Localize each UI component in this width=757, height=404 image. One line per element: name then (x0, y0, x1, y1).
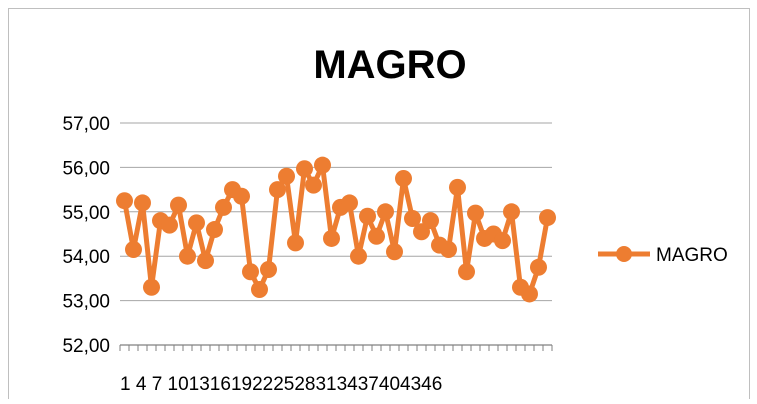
data-point (305, 176, 322, 194)
data-point (161, 216, 178, 234)
data-point (503, 203, 520, 221)
y-axis-ticks: 52,00 53,00 54,00 55,00 56,00 57,00 (62, 114, 110, 357)
x-tick-labels: 1 4 7 10131619222528313437404346 (120, 374, 442, 395)
data-point (494, 232, 511, 250)
y-tick-label: 57,00 (62, 114, 110, 135)
legend-label: MAGRO (656, 245, 728, 266)
data-point (467, 204, 484, 222)
data-point (323, 229, 340, 247)
data-point (458, 263, 475, 281)
data-point (242, 263, 259, 281)
data-point (386, 243, 403, 261)
data-point (530, 258, 547, 276)
data-point (395, 170, 412, 187)
data-point (125, 241, 142, 259)
data-point (341, 194, 358, 212)
data-point (170, 196, 187, 214)
data-point (404, 209, 421, 227)
data-point (350, 247, 367, 265)
series-line (122, 162, 550, 297)
series-magro (116, 156, 556, 303)
chart-title: MAGRO (313, 43, 466, 87)
y-tick-label: 53,00 (62, 292, 110, 313)
data-point (179, 247, 196, 265)
legend: MAGRO (598, 245, 728, 266)
data-point (269, 181, 286, 199)
data-point (116, 192, 133, 210)
data-point (215, 198, 232, 216)
data-point (251, 281, 268, 298)
data-point (260, 261, 277, 279)
data-point (188, 214, 205, 232)
data-point (233, 187, 250, 205)
data-point (368, 227, 385, 245)
data-point (197, 252, 214, 270)
data-point (377, 203, 394, 221)
data-point (521, 285, 538, 303)
data-point (206, 221, 223, 239)
data-point (422, 212, 439, 230)
data-point (539, 209, 556, 227)
y-tick-label: 55,00 (62, 203, 110, 224)
data-point (449, 178, 466, 196)
x-axis: 1 4 7 10131619222528313437404346 (119, 344, 553, 395)
data-point (134, 194, 151, 212)
y-tick-label: 52,00 (62, 336, 110, 357)
data-point (143, 278, 160, 296)
data-point (314, 156, 331, 174)
data-point (278, 167, 295, 185)
legend-point-marker (616, 246, 632, 262)
data-point (359, 207, 376, 225)
y-tick-label: 54,00 (62, 247, 110, 268)
y-tick-label: 56,00 (62, 158, 110, 179)
chart-frame (8, 8, 750, 399)
data-point (287, 234, 304, 252)
data-point (296, 160, 313, 178)
data-point (440, 241, 457, 259)
